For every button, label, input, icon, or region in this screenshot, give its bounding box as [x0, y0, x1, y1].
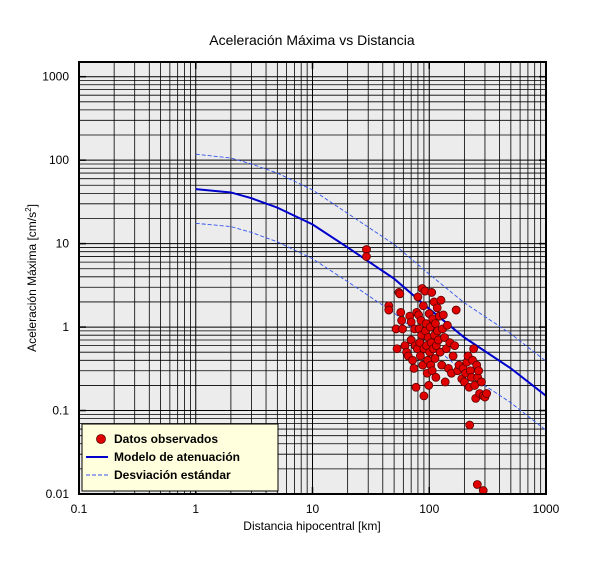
- data-point: [450, 341, 460, 350]
- legend-label-desviacion: Desviación estándar: [114, 468, 231, 482]
- data-point: [427, 366, 437, 376]
- data-point: [431, 372, 441, 382]
- y-tick-label: 100: [49, 153, 69, 167]
- data-point: [396, 307, 406, 317]
- data-point: [431, 319, 440, 329]
- data-point: [451, 305, 461, 315]
- data-point: [411, 382, 421, 392]
- series-line-1: [195, 188, 547, 397]
- data-point: [416, 351, 425, 361]
- y-axis-label-main: Aceleración Máxima [cm/s: [25, 212, 39, 352]
- x-tick-label: 0.1: [71, 502, 88, 516]
- data-point: [392, 344, 402, 354]
- data-point: [482, 389, 492, 398]
- data-point: [418, 301, 428, 311]
- data-point: [440, 333, 449, 342]
- data-point: [430, 354, 440, 363]
- data-point: [408, 355, 417, 365]
- y-tick-label: 0.01: [46, 487, 70, 501]
- data-point: [440, 377, 450, 387]
- y-axis-label: Aceleración Máxima [cm/s2]: [24, 204, 39, 352]
- data-point: [470, 381, 480, 390]
- grid: [78, 62, 546, 495]
- legend-marker-datos-observados: [96, 434, 106, 444]
- data-point: [406, 317, 416, 327]
- data-point: [474, 366, 484, 376]
- x-axis-label: Distancia hipocentral [km]: [243, 519, 380, 533]
- series-line-2: [195, 153, 547, 362]
- chart-title: Aceleración Máxima vs Distancia: [209, 32, 415, 48]
- data-point: [436, 295, 446, 305]
- data-point: [395, 289, 405, 299]
- legend-box: [81, 423, 279, 492]
- data-point: [398, 324, 407, 334]
- x-tick-label: 1000: [533, 502, 560, 516]
- y-axis-label-end: ]: [25, 204, 39, 207]
- y-tick-label: 1000: [42, 70, 69, 84]
- data-point: [438, 310, 448, 320]
- data-point: [472, 480, 482, 489]
- data-point: [442, 320, 452, 330]
- data-point: [413, 292, 423, 302]
- data-point: [469, 344, 479, 354]
- x-tick-label: 100: [419, 502, 439, 516]
- y-tick-label: 0.1: [52, 404, 69, 418]
- data-point: [477, 377, 486, 387]
- legend: Datos observados Modelo de atenuación De…: [81, 423, 279, 492]
- data-point: [362, 252, 371, 261]
- x-tick-label: 10: [306, 502, 320, 516]
- data-point: [427, 288, 437, 297]
- data-point: [419, 391, 429, 401]
- legend-label-datos-observados: Datos observados: [114, 432, 218, 446]
- data-point: [409, 363, 419, 373]
- legend-label-modelo: Modelo de atenuación: [114, 450, 240, 464]
- x-tick-label: 1: [192, 502, 199, 516]
- plot-frame: [78, 61, 547, 495]
- data-point: [424, 381, 434, 390]
- y-tick-label: 10: [56, 237, 70, 251]
- data-point: [432, 303, 442, 313]
- data-point: [384, 305, 394, 315]
- data-point: [397, 316, 407, 325]
- y-tick-label: 1: [62, 320, 69, 334]
- y-axis-label-sup: 2: [24, 207, 33, 212]
- data-point: [448, 351, 458, 361]
- data-point: [465, 420, 475, 430]
- series-layer: [195, 153, 547, 495]
